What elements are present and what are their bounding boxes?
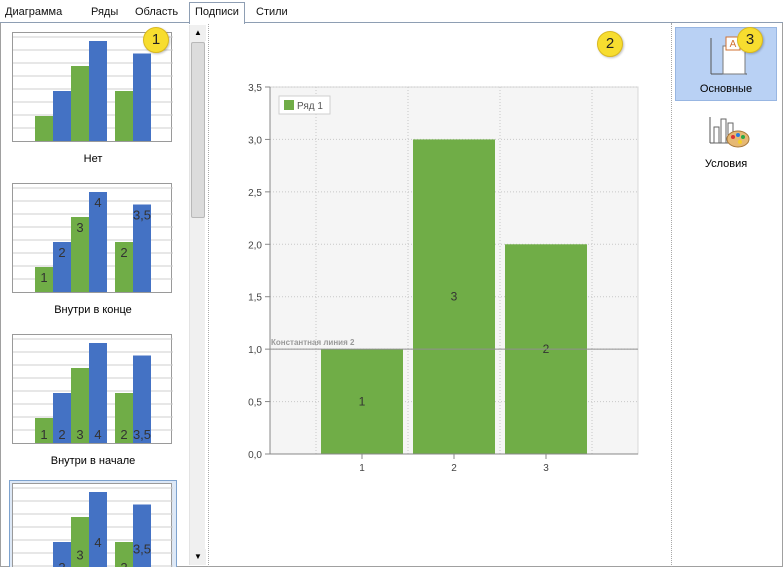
thumb-bar [115, 91, 133, 141]
x-tick-label: 2 [451, 463, 457, 474]
thumb-bar [35, 267, 53, 292]
chart-preview-svg: 0,00,51,01,52,02,53,03,5113223Константна… [248, 83, 639, 474]
x-tick-label: 3 [543, 463, 549, 474]
thumb-data-label: 2 [58, 427, 65, 442]
thumb-bar [71, 517, 89, 567]
bar-data-label: 1 [359, 395, 366, 409]
thumb-bar [115, 242, 133, 292]
conditions-button[interactable]: Условия [675, 103, 777, 177]
basic-settings-button[interactable]: A Основные [675, 27, 777, 101]
thumb-bar [133, 53, 151, 141]
thumb-bar [133, 204, 151, 292]
legend-swatch [284, 100, 294, 110]
thumb-bar [115, 542, 133, 567]
thumb-data-label: 3,5 [133, 427, 151, 442]
thumb-bar [89, 41, 107, 141]
tab-styles[interactable]: Стили [256, 6, 288, 18]
y-tick-label: 2,5 [248, 188, 262, 199]
thumb-data-label: 4 [94, 427, 101, 442]
thumb-data-label: 3 [76, 220, 83, 235]
right-panel: A Основные Условия [673, 23, 783, 567]
tab-content: Нет 1 2 3 4 2 3,5 Внутри в конце 1 2 3 4 2 3,5 Вну… [0, 23, 783, 567]
thumb-bar [71, 368, 89, 443]
gallery-item-label: Нет [83, 153, 103, 165]
thumb-data-label: 4 [94, 535, 101, 550]
thumb-bar [53, 542, 71, 567]
thumb-data-label: 3,5 [133, 541, 151, 556]
panel-splitter[interactable] [208, 23, 209, 567]
thumb-bar [133, 504, 151, 567]
y-tick-label: 0,0 [248, 450, 262, 461]
thumb-bar [53, 91, 71, 141]
scroll-thumb[interactable] [191, 42, 205, 218]
y-tick-label: 3,5 [248, 83, 262, 94]
thumb-bar [71, 217, 89, 292]
tab-area[interactable]: Область [135, 6, 179, 18]
thumb-bar [35, 116, 53, 141]
thumb-data-label: 3,5 [133, 208, 151, 223]
thumb-bar [35, 418, 53, 443]
chart-bar [413, 139, 495, 454]
y-tick-label: 3,0 [248, 135, 262, 146]
thumb-data-label: 2 [58, 245, 65, 260]
tab-series[interactable]: Ряды [91, 6, 119, 18]
chart-palette-icon [709, 117, 750, 148]
thumb-data-label: 3 [76, 427, 83, 442]
bar-data-label: 3 [451, 290, 458, 304]
gallery-scrollbar[interactable]: ▲ ▼ [189, 25, 206, 565]
thumb-bar [53, 242, 71, 292]
callout-marker-2: 2 [597, 31, 623, 57]
scroll-down-button[interactable]: ▼ [190, 549, 206, 565]
gallery-item-label: Внутри в конце [54, 304, 132, 316]
thumb-data-label: 2 [120, 245, 127, 260]
y-tick-label: 2,0 [248, 240, 262, 251]
y-tick-label: 0,5 [248, 398, 262, 409]
thumb-data-label: 1 [40, 270, 47, 285]
thumb-data-label: 2 [120, 427, 127, 442]
thumb-data-label: 1 [40, 427, 47, 442]
legend-label: Ряд 1 [297, 101, 323, 112]
y-tick-label: 1,5 [248, 293, 262, 304]
svg-text:A: A [730, 39, 737, 50]
constant-line-label: Константная линия 2 [271, 338, 355, 347]
scroll-up-button[interactable]: ▲ [190, 25, 206, 41]
y-tick-label: 1,0 [248, 345, 262, 356]
thumb-bar [53, 393, 71, 443]
thumb-bar [89, 192, 107, 292]
chart-preview: 0,0 0,5 1,0 1,5 2,0 2,5 3,0 3,5 1 1 3 2 2 3 Константна… [211, 23, 671, 567]
thumb-data-label: 2 [120, 560, 127, 567]
callout-marker-3: 3 [737, 27, 763, 53]
tab-diagram[interactable]: Диаграмма [5, 6, 63, 18]
thumb-bar [89, 343, 107, 443]
thumb-bar [89, 492, 107, 567]
x-tick-label: 1 [359, 463, 365, 474]
tab-labels[interactable]: Подписи [189, 2, 245, 24]
chart-label-icon: A [710, 36, 747, 75]
thumb-data-label: 2 [58, 560, 65, 567]
basic-settings-label: Основные [699, 83, 753, 95]
gallery-item-label: Внутри в начале [50, 455, 136, 467]
tab-bar: Диаграмма Ряды Область Подписи Стили [0, 0, 783, 24]
panel-splitter[interactable] [671, 23, 672, 567]
conditions-label: Условия [704, 158, 748, 170]
label-style-gallery: Нет 1 2 3 4 2 3,5 Внутри в конце 1 2 3 4 2 3,5 Вну… [1, 23, 191, 567]
gallery-thumbnail [12, 32, 173, 142]
thumb-data-label: 4 [94, 195, 101, 210]
callout-marker-1: 1 [143, 27, 169, 53]
thumb-data-label: 3 [76, 548, 83, 563]
chart-bar [321, 349, 403, 454]
thumb-bar [115, 393, 133, 443]
thumb-bar [133, 355, 151, 443]
thumb-bar [71, 66, 89, 141]
